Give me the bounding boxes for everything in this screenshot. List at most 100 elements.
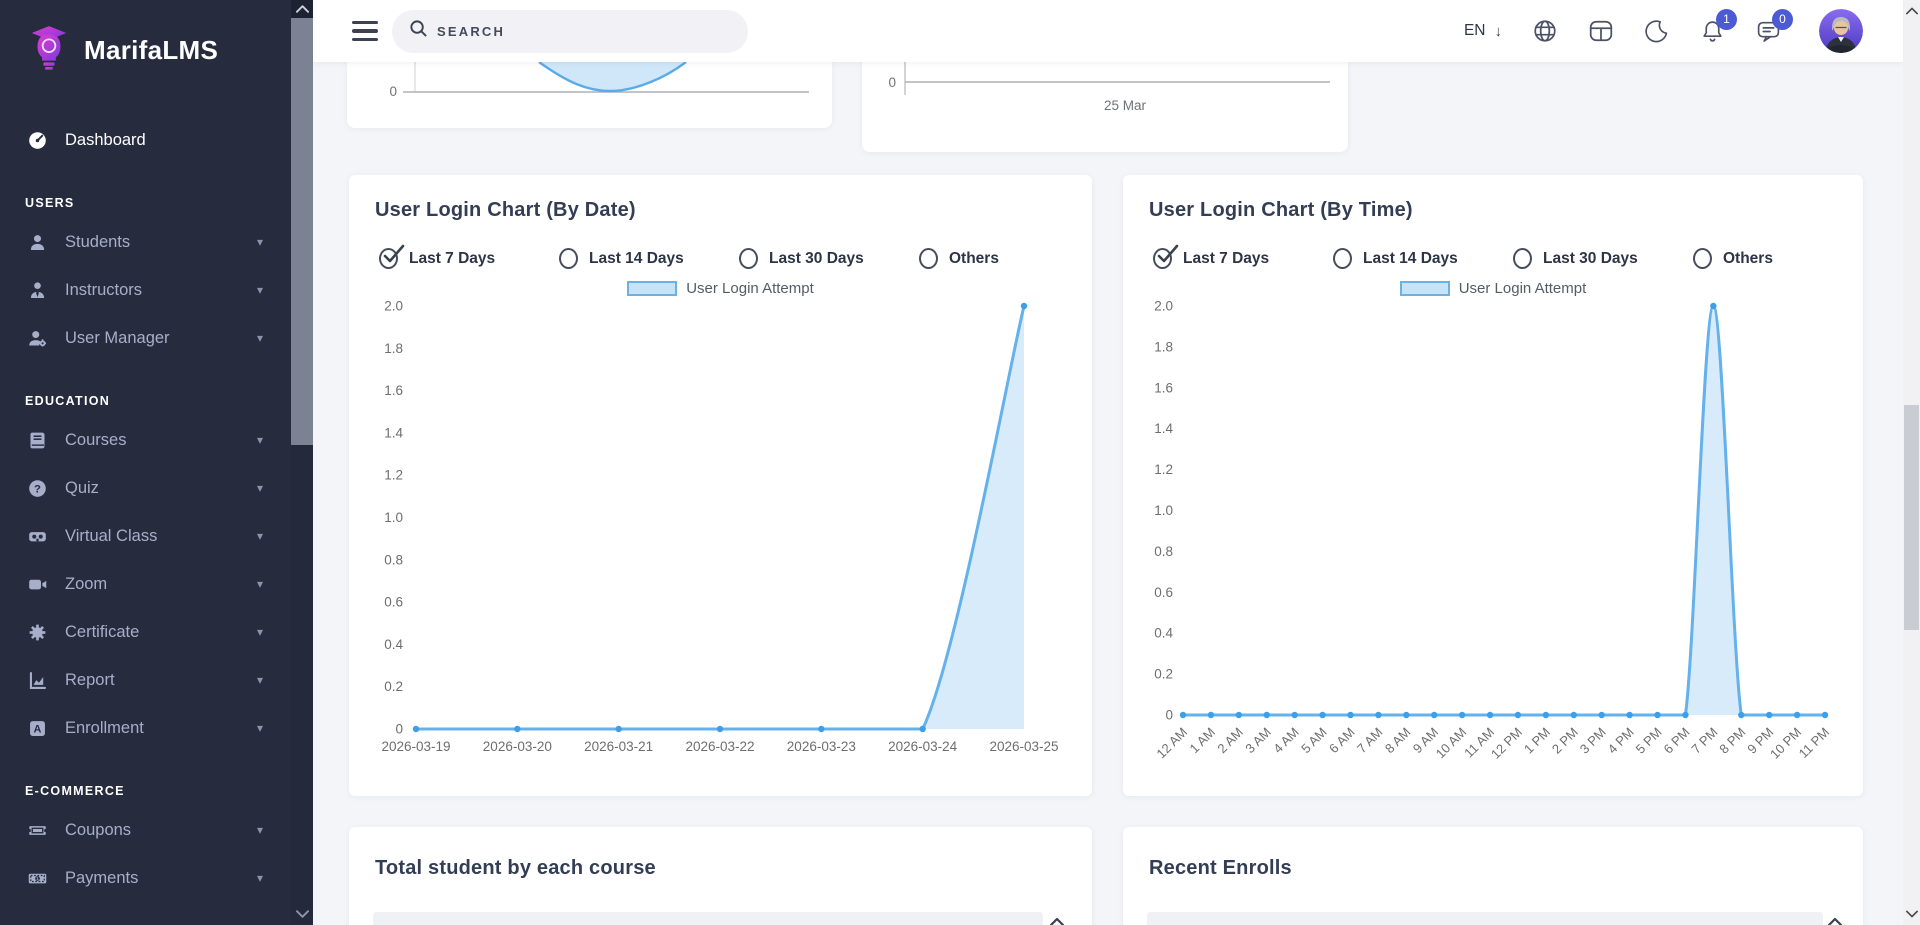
radio-last-14-days[interactable]: Last 14 Days xyxy=(1333,248,1513,269)
chevron-down-icon: ▾ xyxy=(256,721,263,735)
svg-text:1.8: 1.8 xyxy=(384,341,403,356)
axis-tick-label: 0 xyxy=(888,75,896,90)
virtual-class-icon xyxy=(25,524,49,548)
legend-swatch xyxy=(1399,281,1450,296)
sidebar: MarifaLMS Dashboard USERS Students ▾ Ins… xyxy=(0,0,291,925)
menu-icon[interactable] xyxy=(352,21,378,41)
language-label: EN xyxy=(1463,22,1486,39)
sidebar-item-payments[interactable]: 1 Payments ▾ xyxy=(0,854,291,902)
sidebar-scroll-down-icon[interactable] xyxy=(291,905,313,923)
logo-icon xyxy=(26,25,72,76)
radio-label: Others xyxy=(949,249,999,267)
svg-text:12 PM: 12 PM xyxy=(1488,725,1525,762)
svg-text:7 AM: 7 AM xyxy=(1354,725,1386,757)
chevron-down-icon: ▾ xyxy=(256,871,263,885)
radio-label: Last 7 Days xyxy=(409,249,496,267)
partial-chart-card-right: 0 25 Mar xyxy=(862,62,1348,152)
instructors-icon xyxy=(25,278,49,302)
svg-text:0.6: 0.6 xyxy=(1154,585,1173,600)
sidebar-item-label: Virtual Class xyxy=(65,526,158,545)
svg-text:2026-03-22: 2026-03-22 xyxy=(685,739,754,754)
user-manager-icon xyxy=(25,326,49,350)
radio-others[interactable]: Others xyxy=(919,248,999,269)
svg-text:1.4: 1.4 xyxy=(384,425,403,440)
sidebar-section-education: EDUCATION xyxy=(25,394,111,408)
messages-chat-icon[interactable]: 0 xyxy=(1755,8,1793,45)
sidebar-item-virtual-class[interactable]: Virtual Class ▾ xyxy=(0,512,291,560)
sort-up-icon[interactable] xyxy=(1049,914,1065,925)
svg-text:3 PM: 3 PM xyxy=(1577,725,1609,757)
radio-last-14-days[interactable]: Last 14 Days xyxy=(559,248,739,269)
radio-last-7-days[interactable]: Last 7 Days xyxy=(379,244,559,269)
sidebar-item-dashboard[interactable]: Dashboard xyxy=(0,116,291,164)
radio-last-30-days[interactable]: Last 30 Days xyxy=(739,248,919,269)
radio-checked-icon xyxy=(379,244,405,269)
sidebar-item-label: User Manager xyxy=(65,328,170,347)
sidebar-item-courses[interactable]: Courses ▾ xyxy=(0,416,291,464)
svg-text:0.2: 0.2 xyxy=(384,679,403,694)
user-avatar[interactable] xyxy=(1819,9,1863,53)
report-icon xyxy=(25,668,49,692)
notifications-bell-icon[interactable]: 1 xyxy=(1699,8,1737,45)
topbar: EN ↓ 1 0 xyxy=(313,0,1903,62)
svg-text:0.2: 0.2 xyxy=(1154,667,1173,682)
recent-enrolls-card: Recent Enrolls xyxy=(1123,827,1863,925)
dark-mode-moon-icon[interactable] xyxy=(1643,18,1670,45)
message-badge: 0 xyxy=(1772,8,1793,30)
courses-icon xyxy=(25,428,49,452)
radio-icon xyxy=(1333,248,1352,269)
svg-text:7 PM: 7 PM xyxy=(1688,725,1720,757)
sidebar-item-certificate[interactable]: Certificate ▾ xyxy=(0,608,291,656)
svg-text:1 PM: 1 PM xyxy=(1521,725,1553,757)
svg-text:1.4: 1.4 xyxy=(1154,421,1173,436)
main-scrollbar[interactable] xyxy=(1903,0,1920,925)
card-title: Total student by each course xyxy=(375,857,656,879)
chart-legend: User Login Attempt xyxy=(349,280,1092,297)
radio-label: Last 14 Days xyxy=(589,249,684,267)
radio-label: Last 7 Days xyxy=(1183,249,1270,267)
axis-tick-label: 25 Mar xyxy=(1104,98,1147,113)
login-by-time-card: User Login Chart (By Time) Last 7 Days L… xyxy=(1123,175,1863,796)
globe-icon[interactable] xyxy=(1531,18,1558,45)
sidebar-item-quiz[interactable]: ? Quiz ▾ xyxy=(0,464,291,512)
sidebar-item-instructors[interactable]: Instructors ▾ xyxy=(0,266,291,314)
svg-text:0.4: 0.4 xyxy=(1154,626,1173,641)
sidebar-item-coupons[interactable]: Coupons ▾ xyxy=(0,806,291,854)
main-scrollbar-thumb[interactable] xyxy=(1904,405,1919,630)
sidebar-scrollbar[interactable] xyxy=(291,0,313,925)
svg-text:8 PM: 8 PM xyxy=(1716,725,1748,757)
sidebar-scroll-up-icon[interactable] xyxy=(291,0,313,18)
chevron-down-icon: ▾ xyxy=(256,283,263,297)
search-input[interactable] xyxy=(437,23,727,39)
layout-grid-icon[interactable] xyxy=(1587,18,1614,45)
sidebar-item-students[interactable]: Students ▾ xyxy=(0,218,291,266)
svg-text:2026-03-25: 2026-03-25 xyxy=(989,739,1058,754)
radio-icon xyxy=(559,248,578,269)
scroll-up-icon[interactable] xyxy=(1903,3,1920,19)
login-by-date-card: User Login Chart (By Date) Last 7 Days L… xyxy=(349,175,1092,796)
logo[interactable]: MarifaLMS xyxy=(0,0,291,100)
sidebar-item-label: Payments xyxy=(65,868,139,887)
chevron-down-icon: ▾ xyxy=(256,577,263,591)
down-arrow-icon: ↓ xyxy=(1494,22,1503,40)
svg-text:?: ? xyxy=(34,483,41,495)
svg-text:A: A xyxy=(33,723,41,735)
axis-tick-label: 0 xyxy=(389,84,397,99)
scroll-down-icon[interactable] xyxy=(1903,906,1920,922)
enrollment-icon: A xyxy=(25,716,49,740)
radio-last-7-days[interactable]: Last 7 Days xyxy=(1153,244,1333,269)
sidebar-item-enrollment[interactable]: A Enrollment ▾ xyxy=(0,704,291,752)
search-bar xyxy=(392,9,748,53)
sidebar-scrollbar-thumb[interactable] xyxy=(291,18,313,445)
legend-label: User Login Attempt xyxy=(686,280,814,297)
svg-text:1.8: 1.8 xyxy=(1154,339,1173,354)
sidebar-item-label: Zoom xyxy=(65,574,108,593)
radio-others[interactable]: Others xyxy=(1693,248,1773,269)
sidebar-item-zoom[interactable]: Zoom ▾ xyxy=(0,560,291,608)
sort-up-icon[interactable] xyxy=(1827,914,1843,925)
language-selector[interactable]: EN ↓ xyxy=(1464,22,1502,40)
sidebar-item-user-manager[interactable]: User Manager ▾ xyxy=(0,314,291,362)
chevron-down-icon: ▾ xyxy=(256,433,263,447)
sidebar-item-report[interactable]: Report ▾ xyxy=(0,656,291,704)
radio-last-30-days[interactable]: Last 30 Days xyxy=(1513,248,1693,269)
